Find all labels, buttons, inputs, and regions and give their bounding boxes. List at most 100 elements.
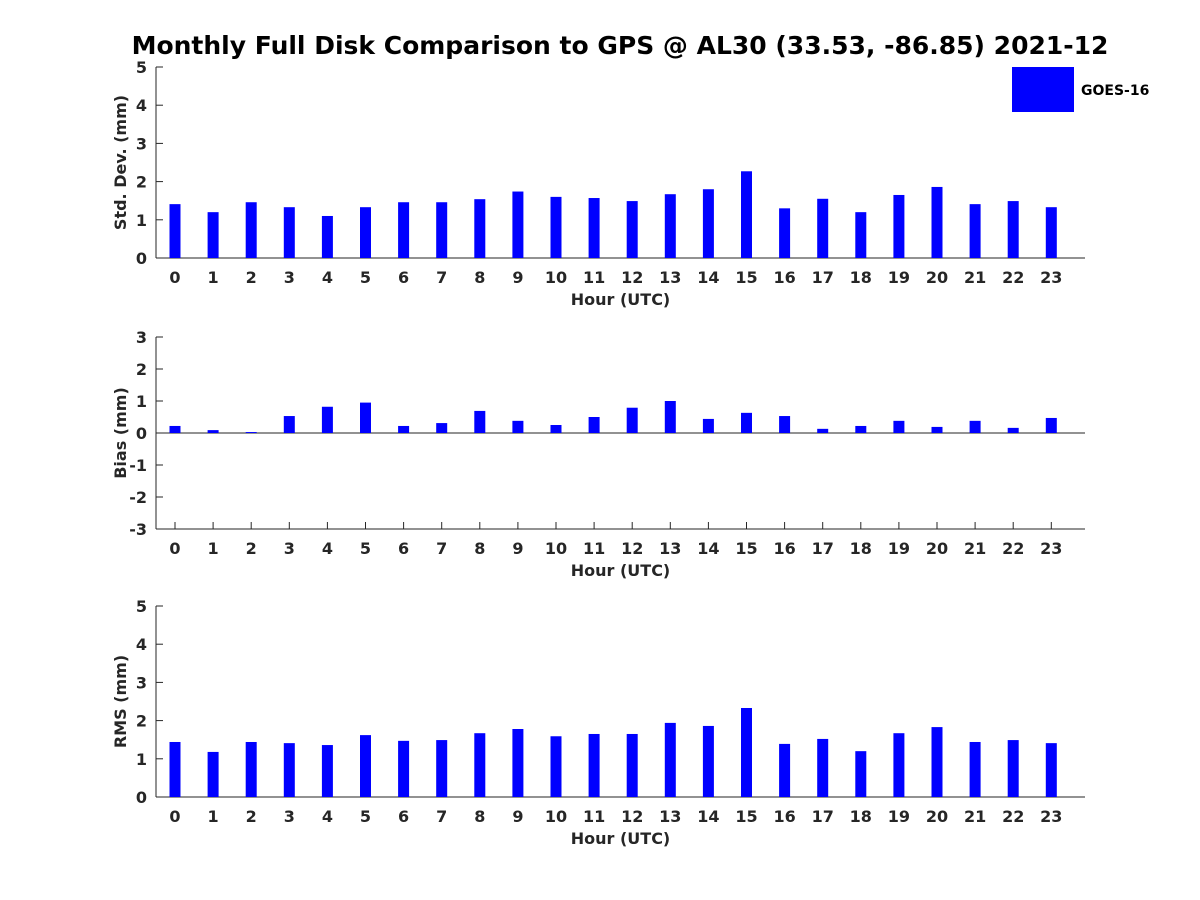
x-tick-label: 4 [322,807,333,826]
bar [512,729,524,797]
bar [626,733,638,797]
bar [741,412,752,433]
x-tick-label: 23 [1040,539,1062,558]
x-tick-label: 20 [926,268,948,287]
bar [550,196,562,258]
bar [779,743,791,797]
bar [855,751,867,797]
x-tick-label: 0 [169,807,180,826]
bar [626,201,638,258]
x-tick-label: 9 [512,807,523,826]
x-tick-label: 22 [1002,268,1024,287]
x-axis-label: Hour (UTC) [571,561,671,580]
bar [779,416,791,433]
x-tick-label: 3 [284,807,295,826]
x-tick-label: 21 [964,268,986,287]
x-tick-label: 3 [284,539,295,558]
x-tick-label: 0 [169,539,180,558]
y-tick-label: 3 [136,673,147,692]
bar [474,733,486,797]
x-tick-label: 14 [697,807,719,826]
x-tick-label: 6 [398,807,409,826]
x-tick-label: 7 [436,268,447,287]
x-tick-label: 12 [621,807,643,826]
x-tick-label: 14 [697,539,719,558]
y-axis-label: Bias (mm) [111,387,130,479]
x-tick-label: 19 [888,268,910,287]
x-tick-label: 10 [545,539,567,558]
y-tick-label: 0 [136,788,147,807]
y-tick-label: -1 [129,456,147,475]
x-tick-label: 15 [735,539,757,558]
x-tick-label: 17 [812,268,834,287]
bar [169,741,181,797]
bar [664,401,676,433]
bar [969,741,981,797]
bar [741,707,752,797]
x-tick-label: 22 [1002,539,1024,558]
x-tick-label: 18 [850,268,872,287]
y-tick-label: 1 [136,392,147,411]
bar [741,171,752,258]
bar [931,186,943,258]
y-tick-label: -3 [129,520,147,539]
x-tick-label: 4 [322,268,333,287]
x-tick-label: 9 [512,539,523,558]
bar [1007,427,1019,433]
bar [664,722,676,797]
y-tick-label: 2 [136,712,147,731]
x-tick-label: 8 [474,539,485,558]
bar [321,215,333,258]
y-tick-label: 1 [136,750,147,769]
y-tick-label: 2 [136,173,147,192]
y-tick-label: 3 [136,134,147,153]
x-tick-label: 12 [621,268,643,287]
x-tick-label: 15 [735,268,757,287]
bar [702,189,714,258]
bar [207,751,219,797]
x-tick-label: 16 [773,539,795,558]
y-tick-label: 3 [136,328,147,347]
x-tick-label: 17 [812,539,834,558]
bar [1007,740,1019,797]
x-tick-label: 0 [169,268,180,287]
x-tick-label: 20 [926,807,948,826]
x-tick-label: 17 [812,807,834,826]
x-tick-label: 10 [545,807,567,826]
x-tick-label: 11 [583,807,605,826]
x-tick-label: 1 [208,539,219,558]
x-tick-label: 4 [322,539,333,558]
bar [550,425,562,433]
legend-swatch [1012,67,1074,112]
x-tick-label: 2 [246,807,257,826]
bar [1045,417,1057,433]
bar [702,725,714,797]
bar [664,194,676,258]
bar [169,204,181,258]
x-tick-label: 16 [773,268,795,287]
x-tick-label: 19 [888,539,910,558]
bar [550,736,562,797]
x-tick-label: 9 [512,268,523,287]
x-tick-label: 8 [474,807,485,826]
x-tick-label: 18 [850,807,872,826]
bar [398,425,410,433]
x-axis-label: Hour (UTC) [571,829,671,848]
legend-label: GOES-16 [1081,83,1149,99]
bar [855,212,867,258]
bar [855,425,867,433]
bar [360,402,371,433]
bar [1045,207,1057,258]
bar [436,423,448,433]
x-tick-label: 7 [436,807,447,826]
bar [512,420,524,433]
x-tick-label: 21 [964,539,986,558]
y-tick-label: 4 [136,635,147,654]
x-tick-label: 15 [735,807,757,826]
bar [588,198,600,258]
x-tick-label: 22 [1002,807,1024,826]
